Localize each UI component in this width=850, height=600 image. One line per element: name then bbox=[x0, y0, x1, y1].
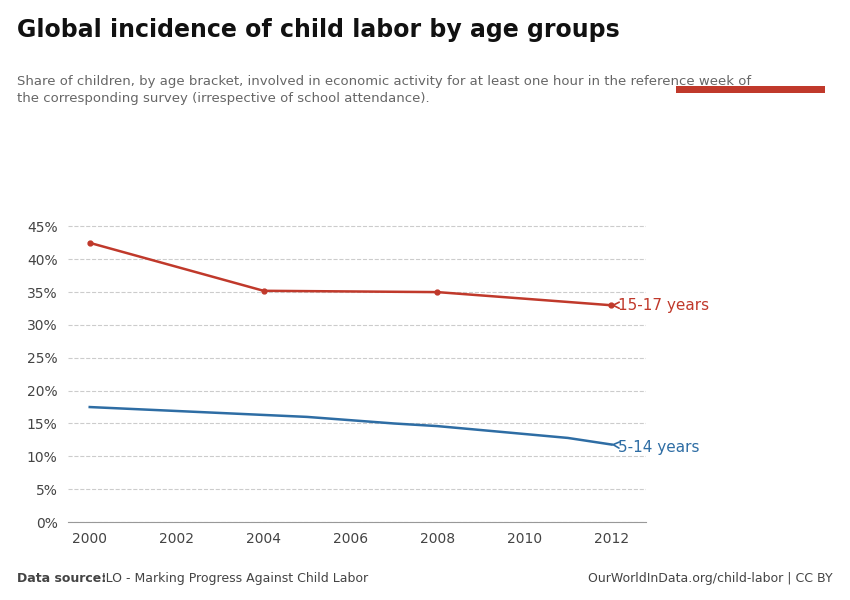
Text: in Data: in Data bbox=[723, 66, 777, 79]
Text: Global incidence of child labor by age groups: Global incidence of child labor by age g… bbox=[17, 18, 620, 42]
Text: ILO - Marking Progress Against Child Labor: ILO - Marking Progress Against Child Lab… bbox=[98, 572, 368, 585]
FancyBboxPatch shape bbox=[676, 86, 824, 93]
Text: 5-14 years: 5-14 years bbox=[612, 440, 700, 455]
Text: Data source:: Data source: bbox=[17, 572, 106, 585]
Text: Share of children, by age bracket, involved in economic activity for at least on: Share of children, by age bracket, invol… bbox=[17, 75, 751, 105]
Text: OurWorldInData.org/child-labor | CC BY: OurWorldInData.org/child-labor | CC BY bbox=[588, 572, 833, 585]
Text: 15-17 years: 15-17 years bbox=[612, 298, 709, 313]
Text: Our World: Our World bbox=[712, 44, 788, 57]
